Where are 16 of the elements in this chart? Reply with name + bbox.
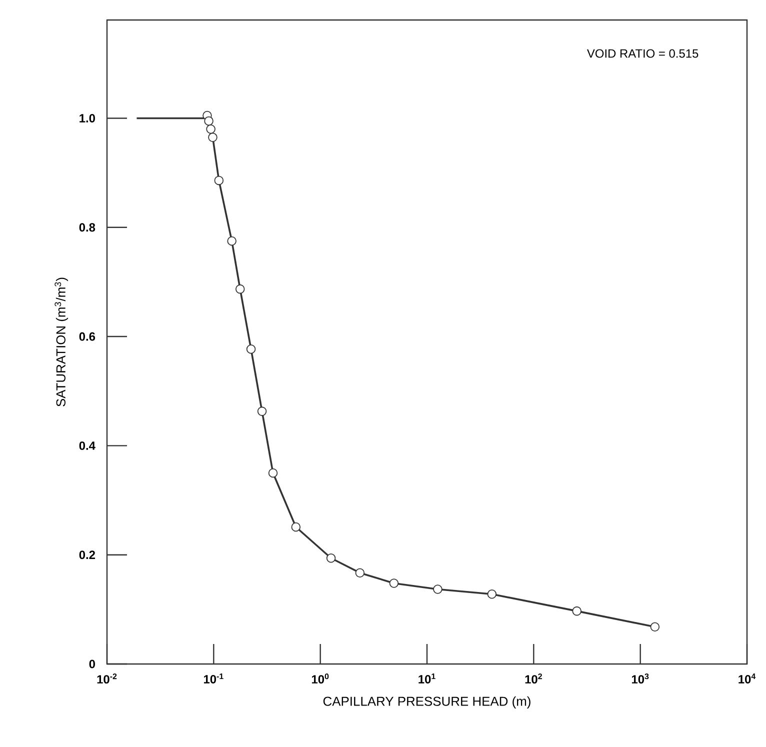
x-tick-label: 10$^{-2}$ xyxy=(97,674,117,684)
x-tick-label: 10$^{-1}$ xyxy=(204,674,224,684)
x-axis-title: CAPILLARY PRESSURE HEAD (m) xyxy=(323,696,530,708)
x-tick-label: 10$^{2}$ xyxy=(525,674,542,684)
x-tick-label: 10$^{1}$ xyxy=(418,674,436,684)
x-tick-label: 10$^{0}$ xyxy=(312,674,329,684)
y-tick-label: 0.8 xyxy=(79,223,96,232)
y-tick-label: 0.4 xyxy=(79,441,96,450)
annotation: VOID RATIO = 0.515 xyxy=(586,49,698,58)
y-axis-title: SATURATION (m$^{3}$/m$^{3}$) xyxy=(54,278,68,406)
y-tick-label: 0.6 xyxy=(79,332,96,341)
y-tick-label: 0 xyxy=(89,660,95,668)
y-tick-label: 1.0 xyxy=(80,114,95,122)
x-tick-label: 10$^{3}$ xyxy=(632,674,649,684)
x-tick-label: 10$^{4}$ xyxy=(738,674,756,684)
y-tick-label: 0.2 xyxy=(79,550,95,560)
